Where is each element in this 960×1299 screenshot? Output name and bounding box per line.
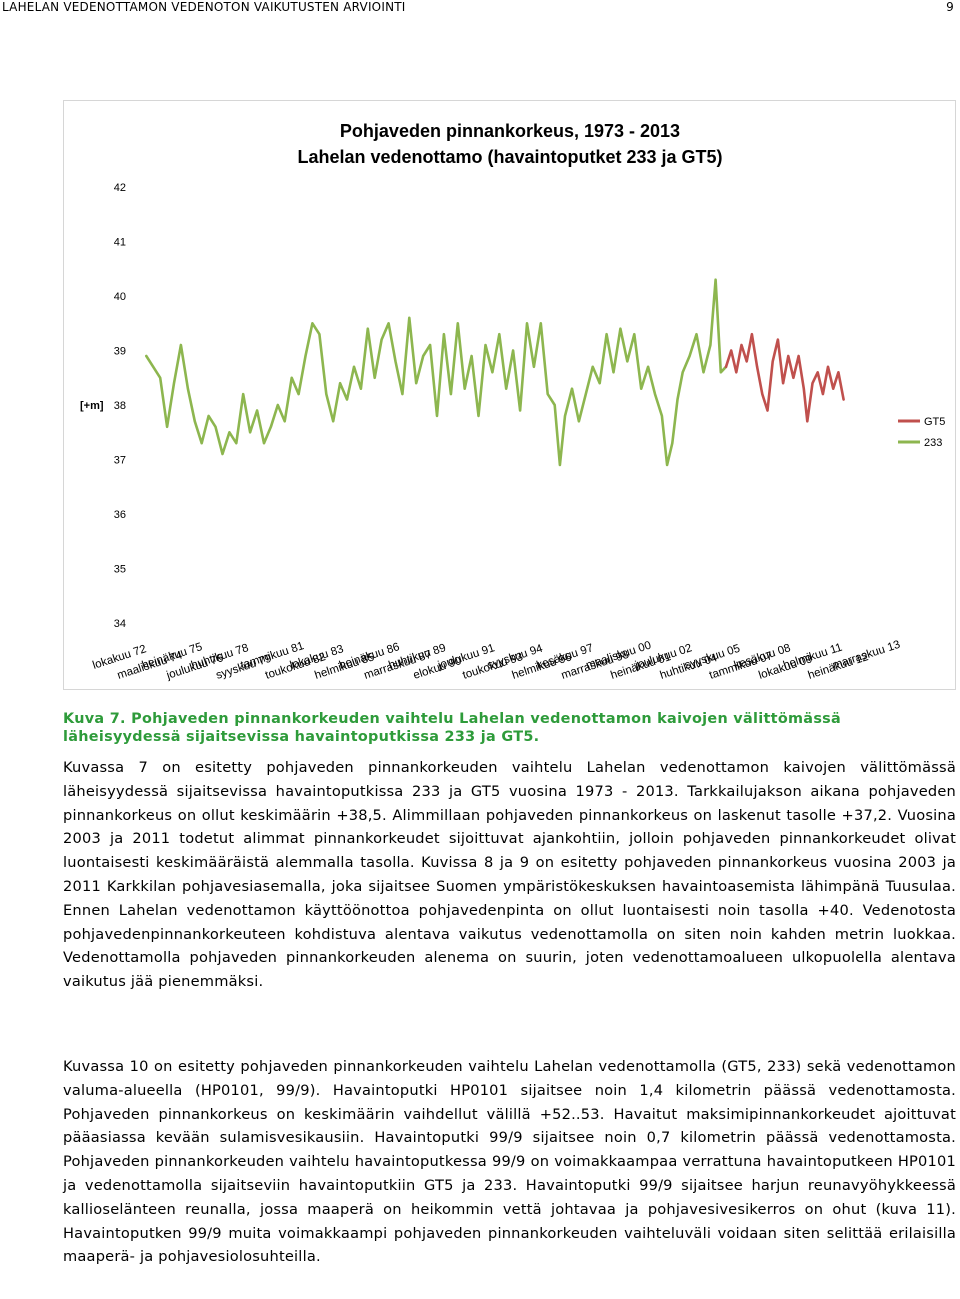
series-line-gt5 (724, 332, 845, 423)
y-tick-label: 40 (114, 291, 126, 303)
groundwater-level-chart: Pohjaveden pinnankorkeus, 1973 - 2013 Lah… (80, 121, 945, 682)
page-header: LAHELAN VEDENOTTAMON VEDENOTON VAIKUTUST… (0, 0, 960, 14)
y-tick-label: 37 (114, 455, 126, 467)
chart-figure: Pohjaveden pinnankorkeus, 1973 - 2013 Lah… (63, 100, 956, 690)
y-tick-label: 39 (114, 346, 126, 358)
paragraph-2: Kuvassa 10 on esitetty pohjaveden pinnan… (63, 1058, 956, 1266)
chart-title: Pohjaveden pinnankorkeus, 1973 - 2013 (340, 121, 680, 141)
y-tick-label: 36 (114, 509, 126, 521)
legend-label-233: 233 (924, 437, 942, 449)
figure-caption: Kuva 7. Pohjaveden pinnankorkeuden vaiht… (63, 711, 842, 745)
page-number: 9 (946, 0, 954, 14)
y-tick-label: 38 (114, 400, 126, 412)
chart-subtitle: Lahelan vedenottamo (havaintoputket 233 … (297, 147, 722, 167)
y-axis-label: [+m] (80, 400, 104, 412)
running-title: LAHELAN VEDENOTTAMON VEDENOTON VAIKUTUST… (2, 0, 406, 14)
legend-label-gt5: GT5 (924, 416, 945, 428)
y-tick-label: 42 (114, 182, 126, 194)
series-line-233 (145, 278, 728, 467)
x-tick-label: marraskuu 13 (831, 639, 902, 672)
y-tick-label: 35 (114, 564, 126, 576)
y-tick-label: 34 (114, 618, 126, 630)
paragraph-1: Kuvassa 7 on esitetty pohjaveden pinnank… (63, 759, 956, 991)
y-tick-label: 41 (114, 237, 126, 249)
